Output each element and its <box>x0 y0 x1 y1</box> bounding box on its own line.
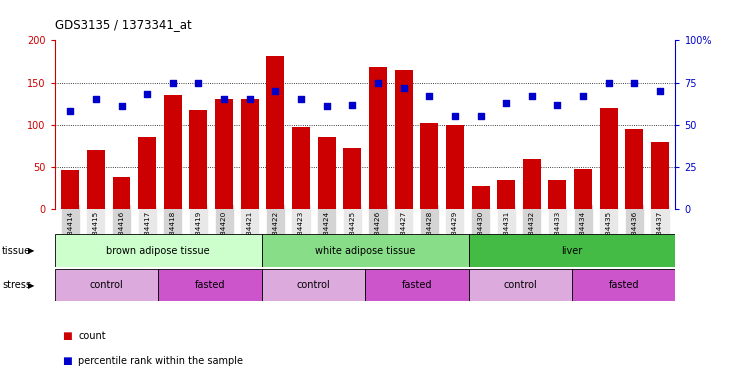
Text: control: control <box>504 280 537 290</box>
Point <box>372 79 384 86</box>
Bar <box>497 180 515 209</box>
Point <box>346 101 358 108</box>
Bar <box>262 269 366 301</box>
Bar <box>651 142 669 209</box>
Bar <box>469 234 675 267</box>
Point <box>219 96 230 103</box>
Text: fasted: fasted <box>194 280 225 290</box>
Point <box>423 93 435 99</box>
Point <box>526 93 538 99</box>
Point <box>167 79 178 86</box>
Bar <box>318 137 336 209</box>
Bar <box>600 108 618 209</box>
Bar <box>158 269 262 301</box>
Bar <box>55 234 262 267</box>
Bar <box>626 129 643 209</box>
Text: ■: ■ <box>62 356 72 366</box>
Text: white adipose tissue: white adipose tissue <box>315 245 415 256</box>
Bar <box>138 137 156 209</box>
Point <box>244 96 256 103</box>
Bar <box>446 125 464 209</box>
Point <box>192 79 204 86</box>
Text: liver: liver <box>561 245 583 256</box>
Point <box>115 103 127 109</box>
Text: ■: ■ <box>62 331 72 341</box>
Bar <box>266 56 284 209</box>
Text: count: count <box>78 331 106 341</box>
Bar <box>164 95 182 209</box>
Bar <box>469 269 572 301</box>
Text: percentile rank within the sample: percentile rank within the sample <box>78 356 243 366</box>
Point <box>552 101 564 108</box>
Bar <box>215 99 233 209</box>
Point <box>295 96 307 103</box>
Point <box>449 113 461 119</box>
Bar <box>87 150 105 209</box>
Bar <box>548 180 567 209</box>
Text: control: control <box>297 280 330 290</box>
Bar <box>189 111 208 209</box>
Point <box>90 96 102 103</box>
Text: fasted: fasted <box>401 280 432 290</box>
Text: stress: stress <box>2 280 31 290</box>
Bar <box>369 67 387 209</box>
Bar <box>262 234 469 267</box>
Bar <box>113 177 130 209</box>
Text: tissue: tissue <box>2 245 31 256</box>
Bar <box>365 269 469 301</box>
Bar <box>395 70 412 209</box>
Point <box>270 88 281 94</box>
Point <box>500 100 512 106</box>
Text: fasted: fasted <box>608 280 639 290</box>
Point <box>64 108 76 114</box>
Point <box>474 113 486 119</box>
Point <box>629 79 640 86</box>
Bar <box>240 99 259 209</box>
Bar <box>55 269 158 301</box>
Point <box>577 93 589 99</box>
Point <box>603 79 615 86</box>
Bar <box>523 159 541 209</box>
Bar <box>292 127 310 209</box>
Text: control: control <box>90 280 124 290</box>
Text: ▶: ▶ <box>28 281 34 290</box>
Point <box>141 91 153 98</box>
Text: GDS3135 / 1373341_at: GDS3135 / 1373341_at <box>55 18 192 31</box>
Bar <box>574 169 592 209</box>
Point <box>654 88 666 94</box>
Text: brown adipose tissue: brown adipose tissue <box>107 245 210 256</box>
Point <box>321 103 333 109</box>
Bar <box>344 147 361 209</box>
Bar <box>572 269 675 301</box>
Point <box>398 84 409 91</box>
Bar <box>61 170 79 209</box>
Bar <box>420 123 438 209</box>
Text: ▶: ▶ <box>28 246 34 255</box>
Bar <box>471 185 490 209</box>
